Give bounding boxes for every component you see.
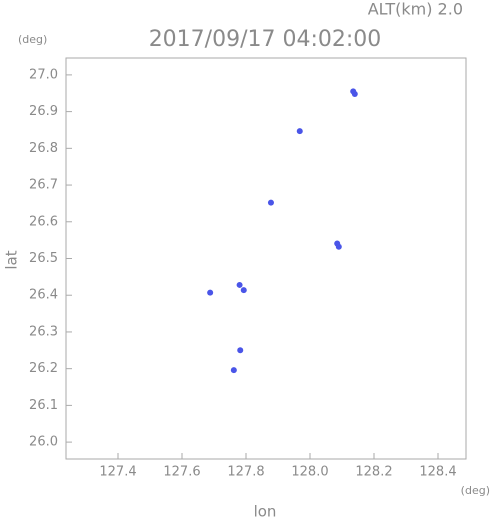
x-tick-label: 127.4 bbox=[99, 465, 136, 480]
subtitle: ALT(km) 2.0 bbox=[368, 0, 463, 19]
data-point bbox=[207, 289, 214, 296]
x-tick-label: 128.4 bbox=[419, 465, 456, 480]
y-tick-label: 26.1 bbox=[29, 398, 58, 413]
data-point bbox=[335, 243, 342, 250]
x-tick-label: 127.8 bbox=[227, 465, 264, 480]
y-tick-label: 26.2 bbox=[29, 361, 58, 376]
y-tick-label: 26.3 bbox=[29, 324, 58, 339]
y-tick-label: 26.9 bbox=[29, 104, 58, 119]
y-tick-label: 27.0 bbox=[29, 67, 58, 82]
y-tick-label: 26.0 bbox=[29, 435, 58, 450]
x-axis-label: lon bbox=[254, 503, 277, 521]
y-axis-label: lat bbox=[3, 250, 21, 269]
data-point bbox=[230, 367, 237, 374]
y-tick-label: 26.6 bbox=[29, 214, 58, 229]
y-tick-label: 26.4 bbox=[29, 288, 58, 303]
data-point bbox=[267, 199, 274, 206]
y-tick-label: 26.7 bbox=[29, 178, 58, 193]
x-tick-label: 127.6 bbox=[163, 465, 200, 480]
y-tick-label: 26.8 bbox=[29, 141, 58, 156]
data-point bbox=[296, 128, 303, 135]
x-tick-label: 128.2 bbox=[355, 465, 392, 480]
data-point bbox=[350, 88, 357, 95]
chart-title: 2017/09/17 04:02:00 bbox=[149, 27, 382, 52]
plot-frame bbox=[65, 57, 467, 460]
data-point bbox=[237, 347, 244, 354]
y-unit: (deg) bbox=[18, 33, 47, 46]
data-point bbox=[236, 281, 243, 288]
x-tick-label: 128.0 bbox=[291, 465, 328, 480]
x-unit: (deg) bbox=[461, 484, 490, 497]
y-tick-label: 26.5 bbox=[29, 251, 58, 266]
data-point bbox=[240, 287, 247, 294]
